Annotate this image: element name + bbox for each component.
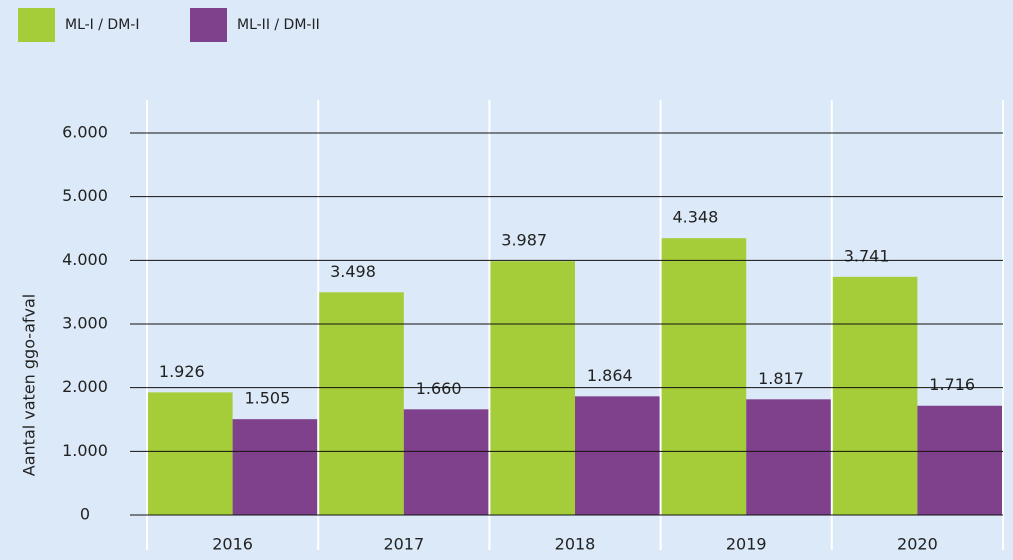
value-label: 3.741 [844,246,890,265]
x-tick-label: 2016 [212,535,253,554]
bar [660,238,747,515]
legend-label: ML-I / DM-I [65,17,139,33]
value-label: 1.926 [159,362,205,381]
value-label: 4.348 [672,208,718,227]
bar [746,399,832,515]
legend-swatch [190,8,227,42]
y-axis-label: Aantal vaten ggo-afval [20,294,39,476]
value-label: 1.505 [244,389,290,408]
bar [147,392,233,515]
x-tick-label: 2018 [555,535,596,554]
bar [575,396,661,515]
y-tick-label: 0 [80,505,90,524]
x-tick-label: 2019 [726,535,767,554]
y-tick-label: 5.000 [62,186,108,205]
bar [917,405,1003,515]
bar [232,419,319,515]
value-label: 1.660 [416,379,462,398]
x-tick-label: 2017 [383,535,424,554]
y-tick-label: 4.000 [62,250,108,269]
legend-swatch [18,8,55,42]
value-label: 1.817 [758,369,804,388]
y-tick-label: 6.000 [62,123,108,142]
legend-label: ML-II / DM-II [237,17,320,33]
bar [831,276,918,515]
y-tick-label: 1.000 [62,441,108,460]
y-tick-label: 2.000 [62,377,108,396]
x-tick-label: 2020 [897,535,938,554]
bar [318,292,404,515]
value-label: 3.987 [501,231,547,250]
value-label: 3.498 [330,262,376,281]
bar [403,409,490,515]
value-label: 1.716 [929,375,975,394]
y-tick-label: 3.000 [62,314,108,333]
value-label: 1.864 [587,366,633,385]
